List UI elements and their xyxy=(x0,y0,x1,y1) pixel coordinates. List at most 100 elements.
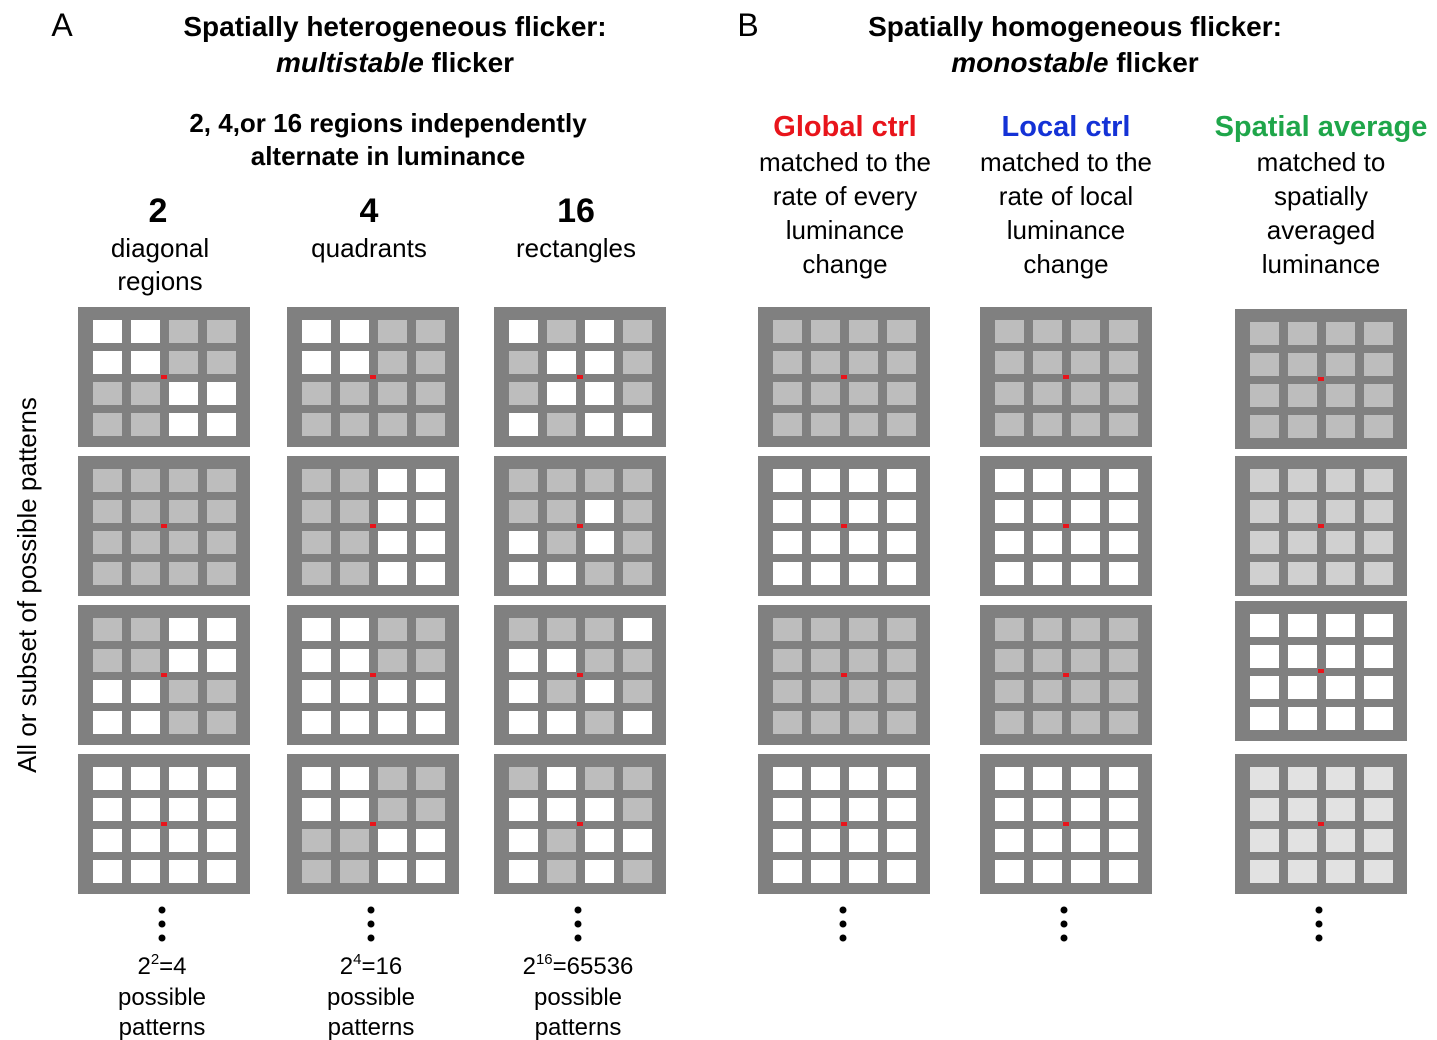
panel-label: A xyxy=(51,7,73,43)
stimulus-cell xyxy=(887,469,916,492)
stimulus-cell xyxy=(623,829,652,852)
fixation-dot xyxy=(577,524,583,528)
stimulus-cell xyxy=(849,680,878,703)
stimulus-cell xyxy=(302,680,331,703)
stimulus-cell xyxy=(623,320,652,343)
stimulus-cell xyxy=(509,469,538,492)
stimulus-cell xyxy=(1364,798,1393,821)
condition-name: Local ctrl xyxy=(1002,111,1131,143)
stimulus-cell xyxy=(416,531,445,554)
stimulus-cell xyxy=(995,413,1024,436)
stimulus-cell xyxy=(340,500,369,523)
stimulus-cell xyxy=(623,798,652,821)
stimulus-cell xyxy=(1250,645,1279,668)
stimulus-cell xyxy=(1033,649,1062,672)
stimulus-cell xyxy=(207,500,236,523)
stimulus-cell xyxy=(378,711,407,734)
pattern-count: 24=16 xyxy=(340,951,402,980)
stimulus-cell xyxy=(1288,415,1317,438)
stimulus-cell xyxy=(995,469,1024,492)
stimulus-cell xyxy=(1364,469,1393,492)
stimulus-cell xyxy=(1250,562,1279,585)
stimulus-cell xyxy=(1071,351,1100,374)
stimulus-cell xyxy=(302,767,331,790)
count-note: patterns xyxy=(535,1014,622,1040)
stimulus-cell xyxy=(623,680,652,703)
condition-desc: spatially xyxy=(1274,181,1368,211)
fixation-dot xyxy=(577,375,583,379)
stimulus-cell xyxy=(302,500,331,523)
stimulus-cell xyxy=(93,649,122,672)
condition-name: Global ctrl xyxy=(773,111,916,143)
stimulus-cell xyxy=(773,500,802,523)
stimulus-cell xyxy=(773,618,802,641)
stimulus-cell xyxy=(1109,562,1138,585)
y-label: All or subset of possible patterns xyxy=(12,397,42,773)
stimulus-cell xyxy=(302,618,331,641)
stimulus-cell xyxy=(1364,531,1393,554)
stimulus-cell xyxy=(1288,860,1317,883)
stimulus-cell xyxy=(1288,353,1317,376)
stimulus-cell xyxy=(169,711,198,734)
count-result: =4 xyxy=(159,953,186,980)
stimulus-cell xyxy=(1364,614,1393,637)
stimulus-cell xyxy=(585,798,614,821)
stimulus-cell xyxy=(131,767,160,790)
stimulus-cell xyxy=(340,798,369,821)
stimulus-cell xyxy=(509,413,538,436)
stimulus-cell xyxy=(378,531,407,554)
stimulus-cell xyxy=(1109,351,1138,374)
stimulus-cell xyxy=(623,351,652,374)
stimulus-cell xyxy=(995,562,1024,585)
stimulus-cell xyxy=(547,469,576,492)
stimulus-cell xyxy=(995,860,1024,883)
stimulus-cell xyxy=(1071,618,1100,641)
title-rest: flicker xyxy=(424,47,514,78)
stimulus-cell xyxy=(773,562,802,585)
count-exp: 2 xyxy=(151,951,159,968)
stimulus-cell xyxy=(93,798,122,821)
count-result: =16 xyxy=(361,953,402,980)
fixation-dot xyxy=(370,524,376,528)
stimulus-cell xyxy=(811,413,840,436)
stimulus-cell xyxy=(995,618,1024,641)
stimulus-cell xyxy=(1326,676,1355,699)
stimulus-cell xyxy=(302,320,331,343)
ellipsis-dot xyxy=(839,934,847,942)
stimulus-cell xyxy=(302,413,331,436)
stimulus-cell xyxy=(1033,531,1062,554)
stimulus-cell xyxy=(887,680,916,703)
stimulus-cell xyxy=(849,469,878,492)
stimulus-cell xyxy=(93,562,122,585)
stimulus-cell xyxy=(811,562,840,585)
column-number: 2 xyxy=(149,192,168,230)
count-base: 2 xyxy=(137,953,150,980)
stimulus-cell xyxy=(995,767,1024,790)
stimulus-cell xyxy=(302,531,331,554)
stimulus-cell xyxy=(416,351,445,374)
stimulus-cell xyxy=(1326,322,1355,345)
stimulus-cell xyxy=(340,767,369,790)
fixation-dot xyxy=(370,822,376,826)
stimulus-cell xyxy=(378,382,407,405)
fixation-dot xyxy=(1063,822,1069,826)
stimulus-cell xyxy=(1288,645,1317,668)
stimulus-cell xyxy=(509,382,538,405)
stimulus-cell xyxy=(811,798,840,821)
title-rest: flicker xyxy=(1108,47,1198,78)
stimulus-cell xyxy=(623,531,652,554)
stimulus-cell xyxy=(1109,798,1138,821)
stimulus-cell xyxy=(811,500,840,523)
stimulus-cell xyxy=(93,382,122,405)
ellipsis-dot xyxy=(1315,906,1323,914)
stimulus-cell xyxy=(207,711,236,734)
stimulus-cell xyxy=(416,382,445,405)
stimulus-cell xyxy=(93,320,122,343)
stimulus-cell xyxy=(547,500,576,523)
stimulus-cell xyxy=(849,500,878,523)
stimulus-cell xyxy=(887,767,916,790)
stimulus-cell xyxy=(169,500,198,523)
count-exp: 4 xyxy=(353,951,361,968)
stimulus-cell xyxy=(1033,351,1062,374)
